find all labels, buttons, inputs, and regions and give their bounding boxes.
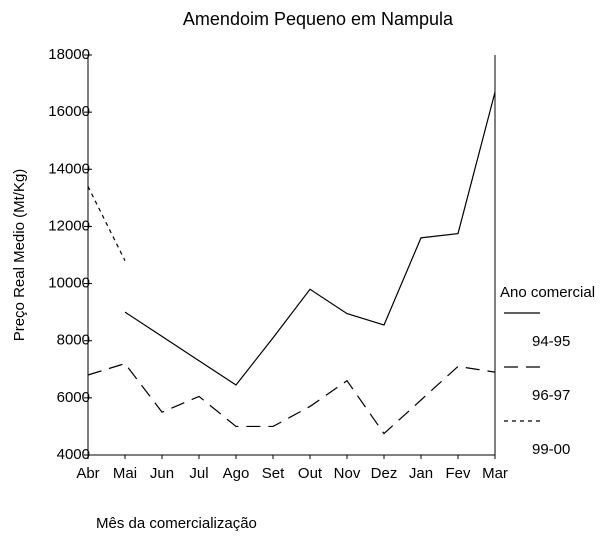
x-tick-label: Set xyxy=(262,465,285,482)
legend-title: Ano comercial xyxy=(500,284,595,301)
y-tick-label: 18000 xyxy=(48,46,90,63)
y-tick-label: 8000 xyxy=(57,332,90,349)
legend-label: 99-00 xyxy=(532,441,570,458)
x-tick-label: Jul xyxy=(189,465,208,482)
series-line xyxy=(124,91,496,386)
x-tick-label: Nov xyxy=(334,465,361,482)
x-tick-label: Out xyxy=(298,465,323,482)
x-tick-label: Mar xyxy=(482,465,508,482)
y-tick-label: 16000 xyxy=(48,103,90,120)
y-tick-label: 14000 xyxy=(48,160,90,177)
x-tick-label: Dez xyxy=(371,465,398,482)
y-axis-label: Preço Real Medio (Mt/Kg) xyxy=(11,169,28,342)
x-tick-label: Jun xyxy=(150,465,174,482)
legend-label: 94-95 xyxy=(532,333,570,350)
legend-label: 96-97 xyxy=(532,387,570,404)
x-tick-label: Fev xyxy=(445,465,471,482)
series-line xyxy=(87,186,126,261)
x-tick-label: Jan xyxy=(409,465,433,482)
x-tick-label: Mai xyxy=(113,465,137,482)
y-tick-label: 10000 xyxy=(48,275,90,292)
x-axis-label: Mês da comercialização xyxy=(96,515,257,532)
chart-title: Amendoim Pequeno em Nampula xyxy=(183,9,454,29)
series-line xyxy=(87,362,496,435)
y-tick-label: 4000 xyxy=(57,446,90,463)
x-tick-label: Ago xyxy=(223,465,250,482)
x-tick-label: Abr xyxy=(76,465,99,482)
y-tick-label: 6000 xyxy=(57,389,90,406)
y-tick-label: 12000 xyxy=(48,217,90,234)
